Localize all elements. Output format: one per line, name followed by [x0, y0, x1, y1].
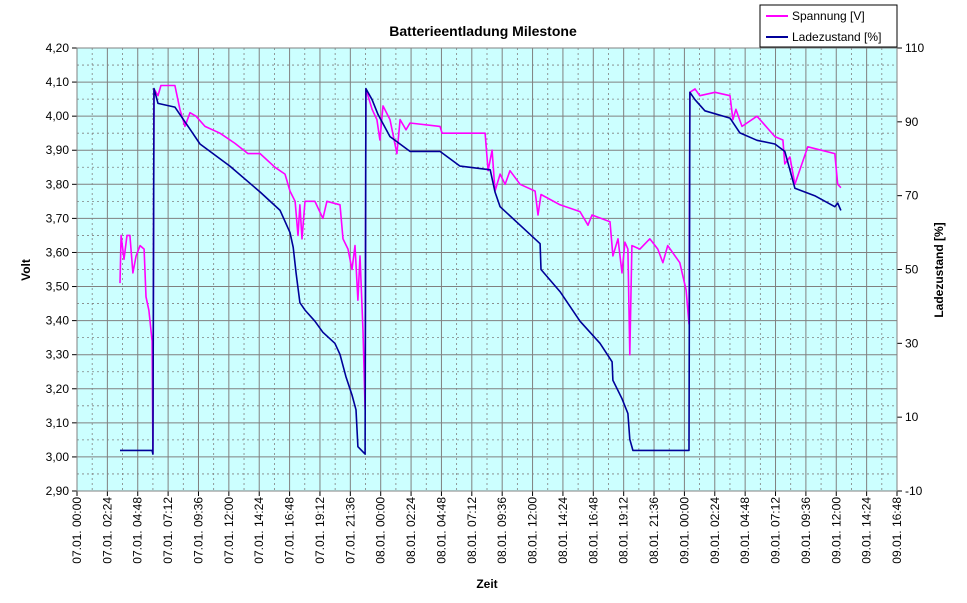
y2-tick-label: 30 — [905, 336, 919, 350]
x-tick-label: 08.01. 21:36 — [647, 497, 661, 564]
x-tick-label: 08.01. 02:24 — [404, 497, 418, 564]
x-tick-label: 07.01. 02:24 — [100, 497, 114, 564]
y-tick-label: 3,40 — [46, 314, 70, 328]
x-tick-label: 09.01. 07:12 — [769, 497, 783, 564]
y-tick-label: 4,10 — [46, 75, 70, 89]
x-tick-label: 08.01. 14:24 — [556, 497, 570, 564]
x-tick-label: 07.01. 04:48 — [131, 497, 145, 564]
y-tick-label: 3,20 — [46, 382, 70, 396]
x-tick-label: 07.01. 09:36 — [191, 497, 205, 564]
y2-tick-label: 90 — [905, 115, 919, 129]
y2-tick-label: -10 — [905, 484, 923, 498]
x-tick-label: 09.01. 04:48 — [738, 497, 752, 564]
x-tick-label: 08.01. 16:48 — [586, 497, 600, 564]
x-tick-label: 08.01. 09:36 — [495, 497, 509, 564]
x-tick-label: 07.01. 16:48 — [283, 497, 297, 564]
plot-frame — [76, 47, 898, 492]
x-tick-label: 09.01. 12:00 — [829, 497, 843, 564]
y-tick-label: 4,20 — [46, 41, 70, 55]
y-tick-label: 3,60 — [46, 245, 70, 259]
x-tick-label: 09.01. 14:24 — [860, 497, 874, 564]
x-tick-label: 08.01. 12:00 — [526, 497, 540, 564]
y2-axis-label: Ladezustand [%] — [932, 222, 946, 317]
y-tick-label: 3,00 — [46, 450, 70, 464]
y-tick-label: 3,90 — [46, 143, 70, 157]
x-tick-label: 07.01. 07:12 — [161, 497, 175, 564]
x-tick-label: 07.01. 00:00 — [70, 497, 84, 564]
y2-tick-label: 50 — [905, 263, 919, 277]
x-tick-label: 09.01. 00:00 — [677, 497, 691, 564]
y-tick-label: 3,80 — [46, 177, 70, 191]
legend-box — [759, 4, 898, 48]
x-tick-label: 07.01. 19:12 — [313, 497, 327, 564]
x-tick-label: 08.01. 07:12 — [465, 497, 479, 564]
x-tick-label: 08.01. 04:48 — [434, 497, 448, 564]
y-tick-label: 3,70 — [46, 211, 70, 225]
y2-tick-label: 10 — [905, 410, 919, 424]
x-axis-label: Zeit — [476, 577, 497, 591]
y-tick-label: 3,50 — [46, 280, 70, 294]
y-tick-label: 3,30 — [46, 348, 70, 362]
y2-tick-label: 110 — [905, 41, 924, 55]
y-tick-label: 4,00 — [46, 109, 70, 123]
x-tick-label: 08.01. 19:12 — [617, 497, 631, 564]
y2-tick-label: 70 — [905, 189, 919, 203]
y-axis-label: Volt — [19, 259, 33, 281]
y-tick-label: 3,10 — [46, 416, 70, 430]
x-tick-label: 09.01. 02:24 — [708, 497, 722, 564]
x-tick-label: 07.01. 21:36 — [343, 497, 357, 564]
legend-label: Spannung [V] — [792, 9, 865, 23]
x-tick-label: 07.01. 14:24 — [252, 497, 266, 564]
x-tick-label: 09.01. 16:48 — [890, 497, 904, 564]
series-line — [120, 87, 842, 455]
y-tick-label: 2,90 — [46, 484, 70, 498]
legend-label: Ladezustand [%] — [792, 30, 881, 44]
x-tick-label: 08.01. 00:00 — [374, 497, 388, 564]
x-tick-label: 07.01. 12:00 — [222, 497, 236, 564]
chart-title: Batterieentladung Milestone — [389, 23, 577, 39]
x-tick-label: 09.01. 09:36 — [799, 497, 813, 564]
